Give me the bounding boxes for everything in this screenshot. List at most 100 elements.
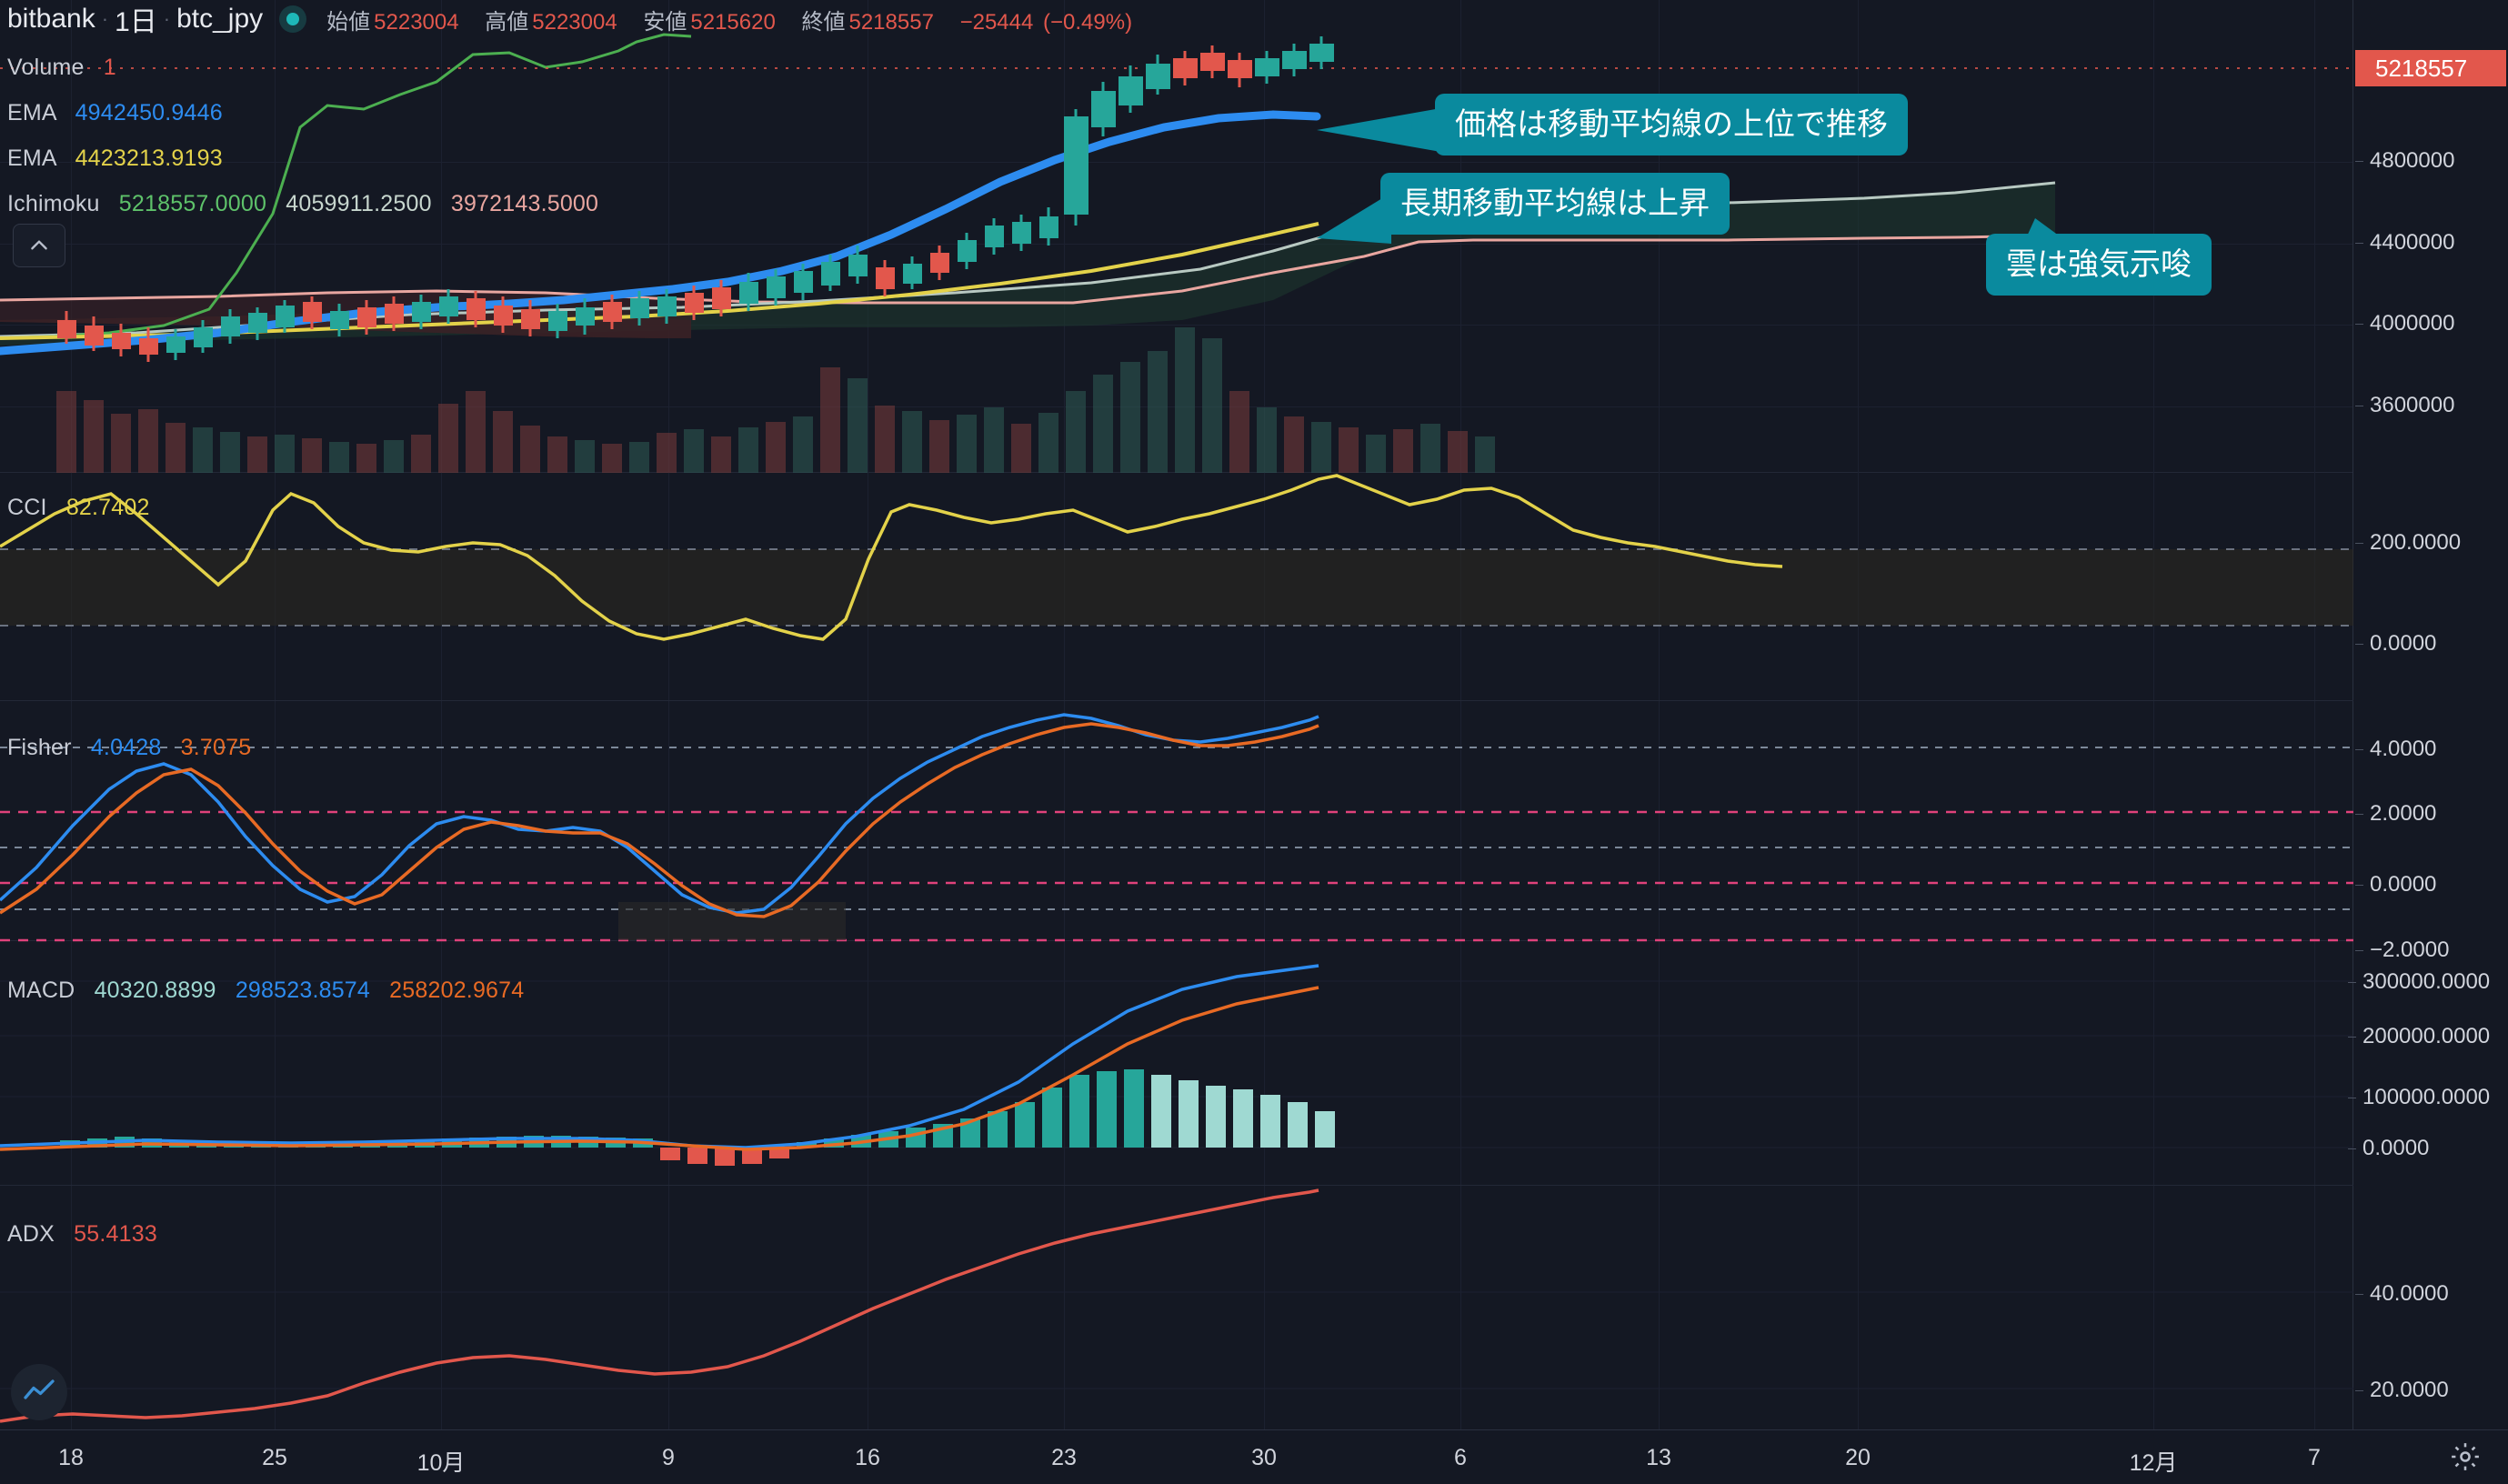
cci-legend-label: CCI xyxy=(7,495,47,520)
macd-signal-line xyxy=(0,986,1319,1151)
volume-legend[interactable]: Volume 1 xyxy=(7,55,116,81)
price-axis-tick: 4800000 xyxy=(2354,148,2455,173)
time-axis-tick: 6 xyxy=(1454,1445,1467,1470)
adx-axis[interactable]: 40.0000 20.0000 xyxy=(2353,1187,2508,1429)
adx-legend[interactable]: ADX 55.4133 xyxy=(7,1221,157,1248)
change-value: −25444 xyxy=(959,9,1034,35)
macd-axis-tick: 200000.0000 xyxy=(2347,1024,2491,1048)
callout-price-above-ma[interactable]: 価格は移動平均線の上位で推移 xyxy=(1435,94,1908,155)
last-price-badge[interactable]: 5218557 xyxy=(2355,50,2506,86)
hgrid xyxy=(0,325,2353,326)
macd-legend-label: MACD xyxy=(7,978,75,1003)
fisher-chart-canvas[interactable] xyxy=(0,702,2353,942)
vgrid xyxy=(441,0,442,1429)
cci-axis-tick: 0.0000 xyxy=(2354,631,2437,656)
callout-cloud-bullish[interactable]: 雲は強気示唆 xyxy=(1986,234,2212,296)
chevron-up-icon xyxy=(31,240,47,250)
fisher-axis[interactable]: 4.0000 2.0000 0.0000 −2.0000 xyxy=(2353,702,2508,962)
fisher-legend-value-1: 4.0428 xyxy=(90,735,162,760)
adx-legend-value: 55.4133 xyxy=(74,1221,157,1247)
vgrid xyxy=(2314,0,2315,1429)
tradingview-logo-icon[interactable] xyxy=(11,1364,67,1420)
fisher-axis-tick: 0.0000 xyxy=(2354,872,2437,897)
time-axis-tick: 9 xyxy=(662,1445,675,1470)
fisher-legend[interactable]: Fisher 4.0428 3.7075 xyxy=(7,735,251,761)
volume-legend-value: 1 xyxy=(103,55,116,80)
time-axis-tick: 23 xyxy=(1051,1445,1077,1470)
collapse-pane-button[interactable] xyxy=(13,224,65,267)
cci-line xyxy=(0,474,1783,641)
logo-glyph xyxy=(24,1379,55,1399)
price-axis-tick: 3600000 xyxy=(2354,393,2455,417)
vgrid xyxy=(1264,0,1265,1429)
cci-legend-value: 82.7402 xyxy=(65,495,150,520)
gear-icon[interactable] xyxy=(2450,1441,2481,1472)
callout-text: 雲は強気示唆 xyxy=(2006,246,2192,283)
chart-title-row[interactable]: bitbank · 1日 · btc_jpy 始値 5223004 高値 52230… xyxy=(7,2,1136,37)
ohlc-values: 始値 5223004 高値 5223004 安値 5215620 終値 5218557 … xyxy=(326,4,1136,35)
ema-fast-legend[interactable]: EMA 4942450.9446 xyxy=(7,100,223,126)
ichimoku-legend-label: Ichimoku xyxy=(7,191,100,216)
macd-legend-value-1: 40320.8899 xyxy=(94,978,216,1003)
macd-axis-tick: 100000.0000 xyxy=(2347,1085,2491,1109)
time-axis-tick: 16 xyxy=(855,1445,880,1470)
cci-chart-canvas[interactable] xyxy=(0,474,2353,701)
hgrid xyxy=(0,244,2353,245)
candlestick-series xyxy=(57,36,1334,362)
callout-longterm-ma-rising[interactable]: 長期移動平均線は上昇 xyxy=(1380,173,1730,235)
adx-axis-tick: 40.0000 xyxy=(2355,1281,2449,1306)
fisher-pane[interactable] xyxy=(0,702,2353,941)
fisher-line xyxy=(0,713,1319,915)
ichimoku-span-b-line xyxy=(0,234,2056,305)
macd-legend-value-3: 258202.9674 xyxy=(389,978,525,1003)
ema-slow-legend-label: EMA xyxy=(7,145,56,171)
high-label: 高値 xyxy=(485,9,529,35)
ema-fast-legend-label: EMA xyxy=(7,100,56,125)
hgrid xyxy=(0,162,2353,163)
cci-axis-tick: 200.0000 xyxy=(2354,530,2462,555)
radio-dot-icon[interactable] xyxy=(279,5,307,33)
open-value: 5223004 xyxy=(374,9,459,35)
fisher-axis-tick: 4.0000 xyxy=(2354,737,2437,761)
macd-axis-tick: 0.0000 xyxy=(2347,1136,2430,1160)
volume-legend-label: Volume xyxy=(7,55,85,80)
title-separator: · xyxy=(163,7,171,30)
adx-axis-tick: 20.0000 xyxy=(2355,1378,2449,1402)
ema-slow-legend-value: 4423213.9193 xyxy=(75,145,223,171)
macd-histogram xyxy=(60,1069,1335,1166)
cci-legend[interactable]: CCI 82.7402 xyxy=(7,495,150,521)
macd-axis-tick: 300000.0000 xyxy=(2347,969,2491,994)
low-value: 5215620 xyxy=(690,9,776,35)
exchange-label[interactable]: bitbank xyxy=(7,4,95,34)
vgrid xyxy=(668,0,669,1429)
title-separator: · xyxy=(101,7,109,30)
callout-text: 価格は移動平均線の上位で推移 xyxy=(1455,106,1888,143)
price-axis[interactable]: 5218557 4800000 4400000 4000000 3600000 xyxy=(2353,0,2508,473)
fisher-legend-label: Fisher xyxy=(7,735,72,760)
macd-line xyxy=(0,964,1319,1149)
vgrid xyxy=(2153,0,2154,1429)
price-axis-tick: 4400000 xyxy=(2354,230,2455,255)
time-axis-tick: 12月 xyxy=(2129,1450,2178,1476)
ema-slow-legend[interactable]: EMA 4423213.9193 xyxy=(7,145,223,172)
cci-pane[interactable] xyxy=(0,474,2353,701)
macd-chart-canvas[interactable] xyxy=(0,942,2353,1186)
adx-legend-label: ADX xyxy=(7,1221,55,1247)
ema-fast-legend-value: 4942450.9446 xyxy=(75,100,223,125)
interval-label[interactable]: 1日 xyxy=(115,7,157,37)
fisher-axis-tick: −2.0000 xyxy=(2354,938,2450,962)
time-axis-tick: 30 xyxy=(1251,1445,1277,1470)
adx-chart-canvas[interactable] xyxy=(0,1187,2353,1429)
macd-legend[interactable]: MACD 40320.8899 298523.8574 258202.9674 xyxy=(7,978,524,1004)
close-value: 5218557 xyxy=(848,9,934,35)
time-axis-tick: 10月 xyxy=(416,1450,466,1476)
close-label: 終値 xyxy=(801,9,846,35)
time-axis-tick: 25 xyxy=(262,1445,287,1470)
macd-axis[interactable]: 300000.0000 200000.0000 100000.0000 0.00… xyxy=(2347,942,2508,1186)
symbol-label[interactable]: btc_jpy xyxy=(176,4,264,34)
fisher-legend-value-2: 3.7075 xyxy=(180,735,252,760)
macd-pane[interactable] xyxy=(0,942,2353,1186)
ichimoku-legend[interactable]: Ichimoku 5218557.0000 4059911.2500 39721… xyxy=(7,191,598,217)
cci-axis[interactable]: 200.0000 0.0000 xyxy=(2353,474,2508,701)
time-axis[interactable]: 18 25 10月 9 16 23 30 6 13 20 12月 7 xyxy=(0,1429,2508,1484)
